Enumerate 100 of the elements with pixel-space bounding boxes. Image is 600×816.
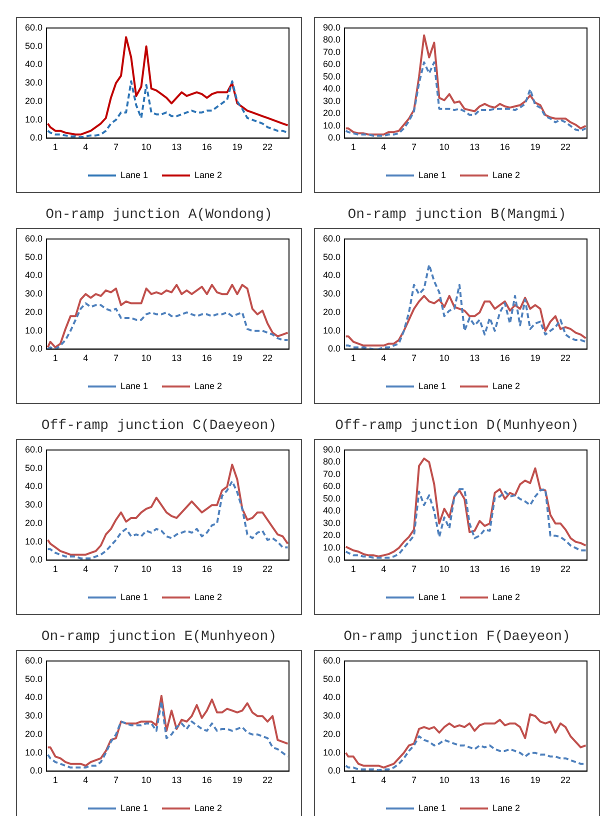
y-tick-label: 50.0 xyxy=(322,252,341,262)
y-tick-label: 10.0 xyxy=(322,120,341,130)
x-tick-label: 16 xyxy=(500,775,510,786)
x-tick-label: 13 xyxy=(172,353,182,364)
legend-label: Lane 1 xyxy=(418,592,446,602)
legend-label: Lane 1 xyxy=(120,802,148,813)
x-tick-label: 10 xyxy=(141,353,152,364)
y-tick-label: 30.0 xyxy=(322,96,341,106)
legend-label: Lane 1 xyxy=(120,592,148,602)
x-tick-label: 16 xyxy=(202,142,212,152)
legend-label: Lane 2 xyxy=(492,592,520,602)
legend-label: Lane 2 xyxy=(194,170,222,180)
x-tick-label: 19 xyxy=(530,142,540,152)
y-tick-label: 0.0 xyxy=(30,766,43,776)
y-tick-label: 10.0 xyxy=(322,325,341,336)
x-tick-label: 19 xyxy=(530,775,540,786)
x-tick-label: 22 xyxy=(560,142,571,152)
x-tick-label: 16 xyxy=(500,564,510,574)
x-tick-label: 19 xyxy=(530,353,540,364)
y-tick-label: 50.0 xyxy=(24,674,43,684)
y-tick-label: 0.0 xyxy=(328,132,341,143)
x-tick-label: 10 xyxy=(141,775,152,786)
y-tick-label: 20.0 xyxy=(24,518,43,528)
legend-label: Lane 2 xyxy=(492,170,520,180)
x-tick-label: 22 xyxy=(560,564,571,574)
y-tick-label: 60.0 xyxy=(24,444,43,454)
y-tick-label: 50.0 xyxy=(24,252,43,262)
y-tick-label: 20.0 xyxy=(322,108,341,118)
x-tick-label: 22 xyxy=(262,775,273,786)
y-tick-label: 50.0 xyxy=(322,674,341,684)
x-tick-label: 22 xyxy=(262,564,273,574)
y-tick-label: 60.0 xyxy=(24,233,43,244)
text: On-ramp junction B(Mangmi) xyxy=(346,207,568,223)
y-tick-label: 60.0 xyxy=(24,22,43,32)
y-tick-label: 30.0 xyxy=(24,288,43,299)
x-tick-label: 4 xyxy=(83,142,88,152)
y-tick-label: 20.0 xyxy=(24,96,43,106)
x-tick-label: 7 xyxy=(411,564,416,574)
x-tick-label: 10 xyxy=(439,353,450,364)
legend-label: Lane 2 xyxy=(194,380,222,391)
y-tick-label: 90.0 xyxy=(322,22,341,32)
y-tick-label: 60.0 xyxy=(24,655,43,666)
y-tick-label: 10.0 xyxy=(322,747,341,758)
x-tick-label: 1 xyxy=(350,775,356,786)
x-tick-label: 10 xyxy=(141,564,152,574)
x-tick-label: 10 xyxy=(439,142,450,152)
y-tick-label: 10.0 xyxy=(24,747,43,758)
x-tick-label: 1 xyxy=(52,775,58,786)
y-tick-label: 50.0 xyxy=(322,493,341,504)
text: On-ramp junction E(Munhyeon) xyxy=(40,629,278,645)
x-tick-label: 19 xyxy=(232,142,242,152)
x-tick-label: 19 xyxy=(232,353,242,364)
y-tick-label: 40.0 xyxy=(322,84,341,94)
x-tick-label: 13 xyxy=(470,775,480,786)
y-tick-label: 0.0 xyxy=(30,344,43,354)
x-tick-label: 7 xyxy=(411,142,416,152)
x-tick-label: 16 xyxy=(500,353,510,364)
y-tick-label: 0.0 xyxy=(328,344,341,354)
y-tick-label: 10.0 xyxy=(24,114,43,124)
y-tick-label: 60.0 xyxy=(322,233,341,244)
legend-label: Lane 1 xyxy=(120,170,148,180)
legend-label: Lane 1 xyxy=(418,802,446,813)
y-tick-label: 60.0 xyxy=(322,655,341,666)
x-tick-label: 16 xyxy=(202,564,212,574)
legend-label: Lane 2 xyxy=(194,802,222,813)
x-tick-label: 4 xyxy=(381,564,386,574)
y-tick-label: 20.0 xyxy=(322,728,341,739)
y-tick-label: 40.0 xyxy=(322,270,341,280)
x-tick-label: 10 xyxy=(439,775,450,786)
y-tick-label: 20.0 xyxy=(322,306,341,317)
y-tick-label: 20.0 xyxy=(322,530,341,540)
y-tick-label: 30.0 xyxy=(24,710,43,721)
y-tick-label: 40.0 xyxy=(24,270,43,280)
x-tick-label: 13 xyxy=(470,353,480,364)
x-tick-label: 4 xyxy=(83,564,88,574)
legend-label: Lane 2 xyxy=(492,802,520,813)
x-tick-label: 16 xyxy=(500,142,510,152)
x-tick-label: 16 xyxy=(202,353,212,364)
text: Off-ramp junction C(Daeyeon) xyxy=(40,418,278,434)
x-tick-label: 4 xyxy=(381,775,386,786)
legend-label: Lane 1 xyxy=(418,170,446,180)
x-tick-label: 1 xyxy=(350,353,356,364)
x-tick-label: 13 xyxy=(172,775,182,786)
text: Off-ramp junction D(Munhyeon) xyxy=(334,418,580,434)
x-tick-label: 7 xyxy=(113,564,118,574)
y-tick-label: 80.0 xyxy=(322,456,341,467)
y-tick-label: 80.0 xyxy=(322,34,341,45)
y-tick-label: 90.0 xyxy=(322,444,341,454)
y-tick-label: 70.0 xyxy=(322,46,341,57)
x-tick-label: 10 xyxy=(439,564,450,574)
x-tick-label: 1 xyxy=(350,564,356,574)
y-tick-label: 60.0 xyxy=(322,59,341,70)
x-tick-label: 4 xyxy=(381,353,386,364)
x-tick-label: 1 xyxy=(52,353,58,364)
legend-label: Lane 2 xyxy=(492,380,520,391)
x-tick-label: 4 xyxy=(381,142,386,152)
x-tick-label: 22 xyxy=(560,353,571,364)
y-tick-label: 10.0 xyxy=(322,542,341,552)
y-tick-label: 0.0 xyxy=(30,132,43,143)
x-tick-label: 16 xyxy=(202,775,212,786)
